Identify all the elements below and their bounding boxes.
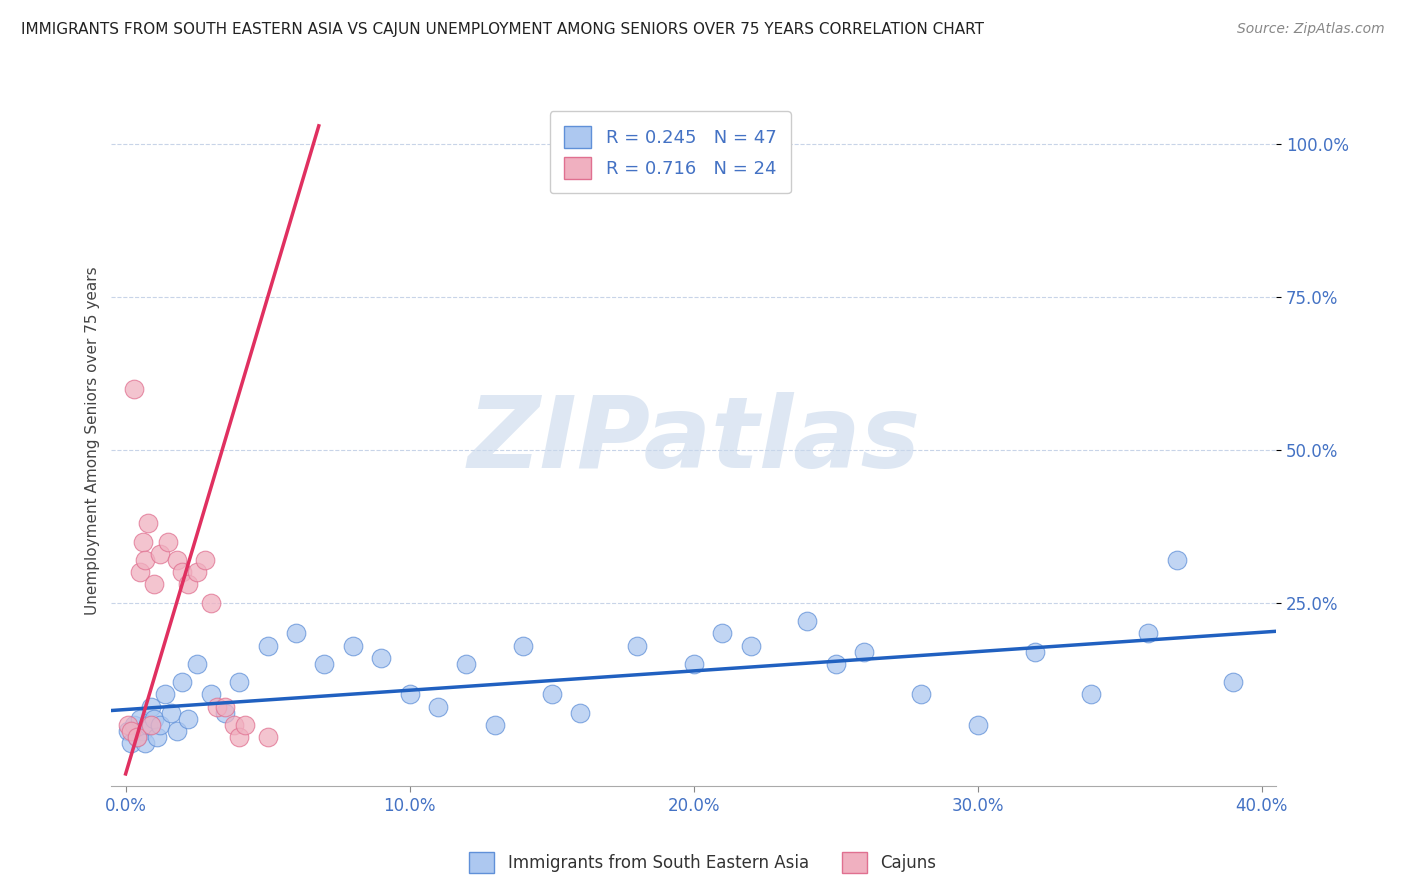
Point: [626, 639, 648, 653]
Point: [200, 688, 222, 702]
Point: [120, 724, 142, 739]
Point: [141, 718, 163, 732]
Text: Source: ZipAtlas.com: Source: ZipAtlas.com: [1237, 22, 1385, 37]
Point: [122, 382, 145, 396]
Point: [177, 712, 200, 726]
Point: [214, 699, 236, 714]
Point: [160, 706, 183, 720]
Point: [134, 553, 156, 567]
Point: [177, 577, 200, 591]
Point: [122, 718, 145, 732]
Point: [125, 730, 148, 744]
Point: [512, 639, 534, 653]
Point: [853, 645, 876, 659]
Point: [205, 699, 228, 714]
Point: [155, 688, 177, 702]
Point: [143, 577, 166, 591]
Point: [398, 688, 420, 702]
Point: [117, 718, 139, 732]
Point: [128, 565, 150, 579]
Point: [222, 718, 245, 732]
Point: [910, 688, 932, 702]
Point: [200, 596, 222, 610]
Point: [131, 534, 153, 549]
Point: [214, 706, 236, 720]
Text: IMMIGRANTS FROM SOUTH EASTERN ASIA VS CAJUN UNEMPLOYMENT AMONG SENIORS OVER 75 Y: IMMIGRANTS FROM SOUTH EASTERN ASIA VS CA…: [21, 22, 984, 37]
Point: [128, 712, 150, 726]
Point: [569, 706, 592, 720]
Point: [172, 675, 194, 690]
Point: [143, 712, 166, 726]
Point: [1024, 645, 1046, 659]
Point: [484, 718, 506, 732]
Legend: Immigrants from South Eastern Asia, Cajuns: Immigrants from South Eastern Asia, Caju…: [463, 846, 943, 880]
Point: [194, 553, 217, 567]
Point: [796, 614, 818, 628]
Point: [149, 547, 172, 561]
Point: [256, 639, 278, 653]
Point: [134, 736, 156, 750]
Point: [186, 565, 208, 579]
Point: [1080, 688, 1102, 702]
Point: [233, 718, 256, 732]
Point: [456, 657, 478, 671]
Point: [540, 688, 562, 702]
Point: [740, 639, 762, 653]
Point: [141, 699, 163, 714]
Point: [1222, 675, 1244, 690]
Point: [1166, 553, 1188, 567]
Point: [228, 730, 250, 744]
Text: ZIPatlas: ZIPatlas: [467, 392, 921, 489]
Y-axis label: Unemployment Among Seniors over 75 years: Unemployment Among Seniors over 75 years: [86, 267, 100, 615]
Point: [186, 657, 208, 671]
Legend: R = 0.245   N = 47, R = 0.716   N = 24: R = 0.245 N = 47, R = 0.716 N = 24: [550, 112, 792, 194]
Point: [370, 650, 392, 665]
Point: [342, 639, 364, 653]
Point: [824, 657, 846, 671]
Point: [285, 626, 308, 640]
Point: [314, 657, 336, 671]
Point: [256, 730, 278, 744]
Point: [166, 553, 188, 567]
Point: [427, 699, 450, 714]
Point: [120, 736, 142, 750]
Point: [138, 516, 160, 531]
Point: [711, 626, 734, 640]
Point: [172, 565, 194, 579]
Point: [966, 718, 988, 732]
Point: [166, 724, 188, 739]
Point: [131, 724, 153, 739]
Point: [138, 718, 160, 732]
Point: [682, 657, 704, 671]
Point: [125, 730, 148, 744]
Point: [1137, 626, 1160, 640]
Point: [149, 718, 172, 732]
Point: [146, 730, 169, 744]
Point: [117, 724, 139, 739]
Point: [228, 675, 250, 690]
Point: [157, 534, 180, 549]
